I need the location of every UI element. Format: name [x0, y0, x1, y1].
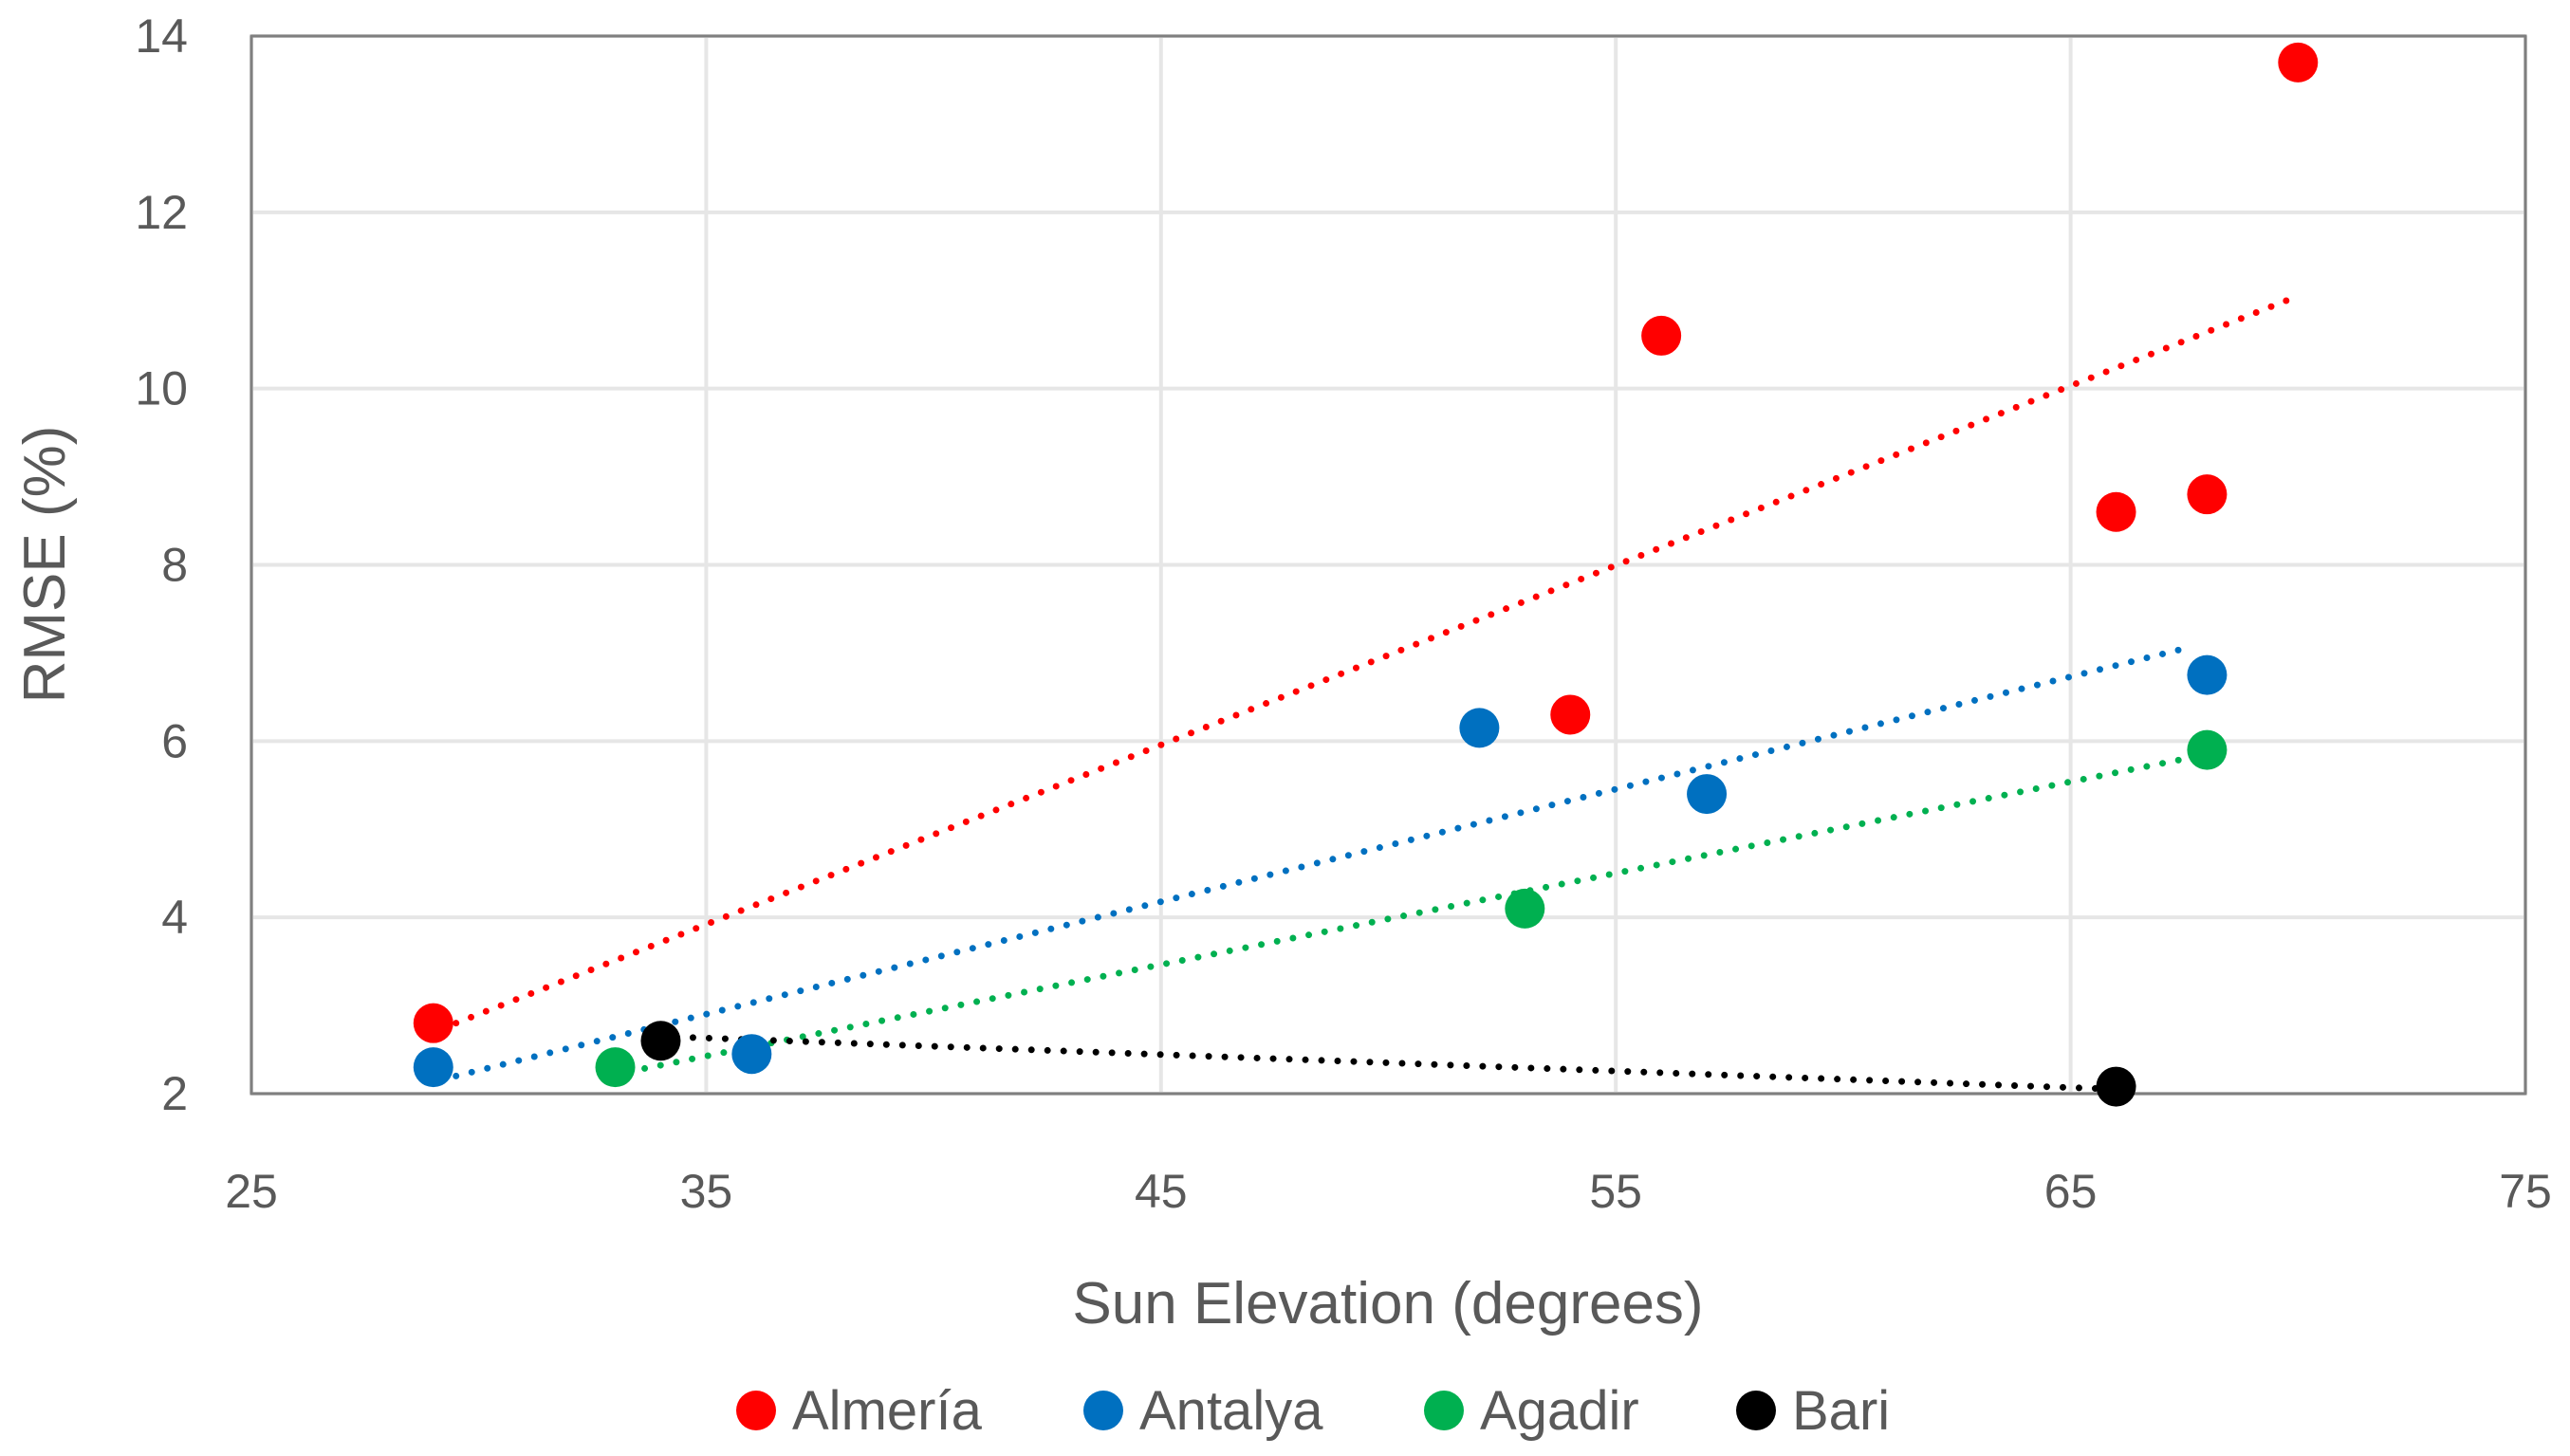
legend-item-agadir: Agadir	[1424, 1380, 1639, 1442]
trendlines	[453, 292, 2302, 1093]
legend-marker	[736, 1391, 776, 1430]
x-tick-label: 35	[680, 1165, 733, 1218]
data-point-almería	[2096, 491, 2136, 532]
legend-marker	[1424, 1391, 1464, 1430]
data-point-antalya	[2187, 654, 2228, 695]
legend: Almería Antalya Agadir Bari	[736, 1380, 1890, 1442]
data-point-almería	[2278, 42, 2319, 83]
trendline-antalya	[453, 645, 2188, 1079]
data-point-antalya	[413, 1047, 453, 1088]
x-tick-label: 45	[1135, 1165, 1188, 1218]
data-point-antalya	[731, 1034, 772, 1075]
y-axis-ticks: 2 4 6 8 10 12 14	[135, 9, 188, 1120]
data-point-almería	[1550, 694, 1591, 735]
data-point-agadir	[2187, 729, 2228, 770]
plot-area-border	[250, 34, 2527, 1096]
x-tick-label: 75	[2499, 1165, 2552, 1218]
legend-item-antalya: Antalya	[1083, 1380, 1323, 1442]
data-point-antalya	[1459, 708, 1500, 748]
data-points	[413, 42, 2319, 1107]
data-point-bari	[2096, 1066, 2136, 1107]
trendline-bari	[656, 1033, 2120, 1093]
data-point-bari	[640, 1021, 681, 1061]
trendline-agadir	[625, 750, 2210, 1076]
x-tick-label: 25	[225, 1165, 278, 1218]
x-axis-title: Sun Elevation (degrees)	[1072, 1271, 1703, 1336]
legend-item-bari: Bari	[1736, 1380, 1890, 1442]
y-tick-label: 12	[135, 186, 188, 239]
legend-marker	[1736, 1391, 1776, 1430]
y-tick-label: 10	[135, 362, 188, 415]
data-point-almería	[2187, 474, 2228, 515]
legend-label: Antalya	[1139, 1380, 1323, 1442]
x-tick-label: 55	[1589, 1165, 1642, 1218]
legend-label: Bari	[1792, 1380, 1890, 1442]
legend-label: Agadir	[1480, 1380, 1639, 1442]
y-tick-label: 14	[135, 9, 188, 63]
y-axis-title: RMSE (%)	[12, 426, 78, 704]
y-tick-label: 4	[161, 891, 188, 944]
y-tick-label: 6	[161, 714, 188, 767]
legend-item-almería: Almería	[736, 1380, 983, 1442]
trendline-almería	[453, 292, 2302, 1027]
data-point-agadir	[595, 1047, 636, 1088]
gridlines	[250, 34, 2527, 1096]
data-point-almería	[413, 1003, 453, 1043]
legend-marker	[1083, 1391, 1123, 1430]
data-point-almería	[1641, 315, 1682, 356]
data-point-agadir	[1505, 888, 1545, 929]
x-tick-label: 65	[2044, 1165, 2098, 1218]
data-point-antalya	[1687, 774, 1728, 815]
y-tick-label: 2	[161, 1067, 188, 1120]
legend-label: Almería	[792, 1380, 983, 1442]
y-tick-label: 8	[161, 539, 188, 592]
x-axis-ticks: 25 35 45 55 65 75	[225, 1165, 2552, 1218]
